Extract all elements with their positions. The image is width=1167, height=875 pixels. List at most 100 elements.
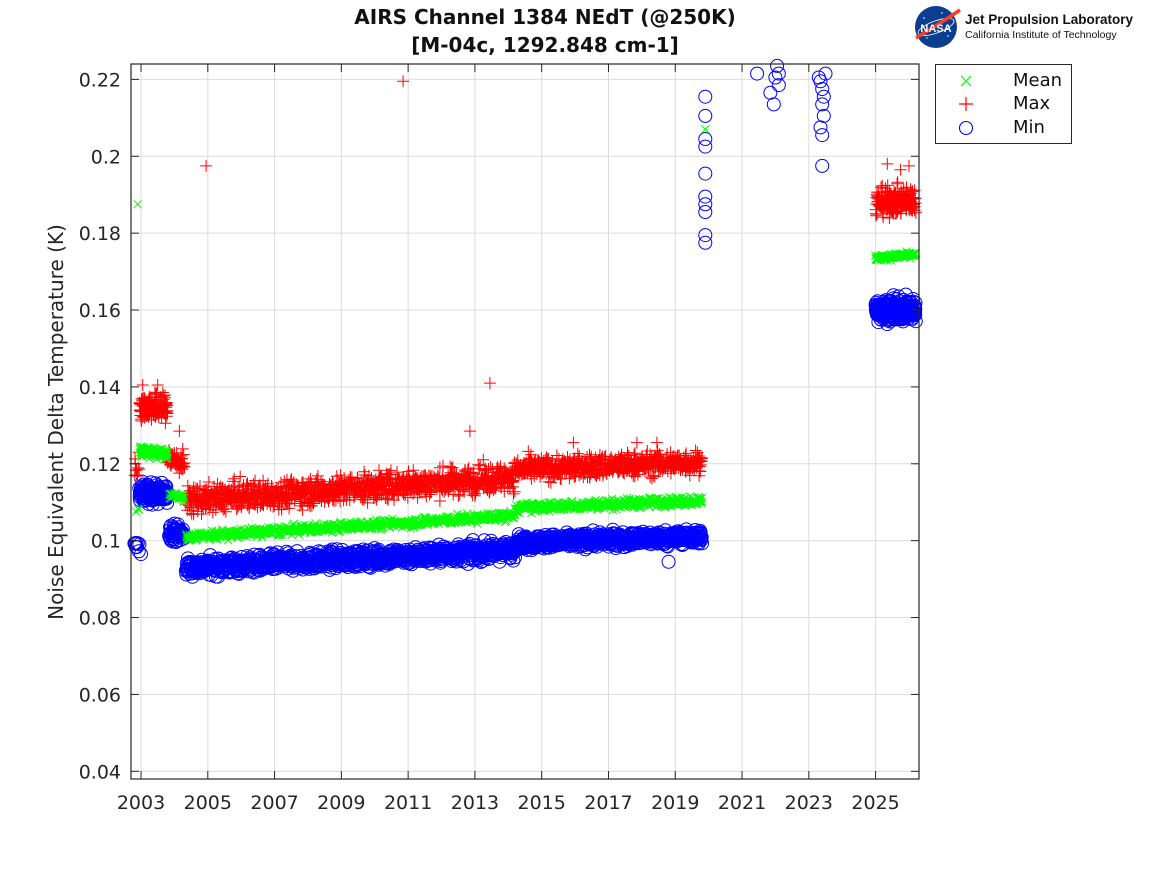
point-min bbox=[815, 158, 830, 173]
point-min bbox=[818, 66, 833, 81]
chart-title-line-1: AIRS Channel 1384 NEdT (@250K) bbox=[354, 5, 736, 29]
point-max bbox=[399, 489, 412, 502]
series-max bbox=[128, 75, 922, 521]
chart-title: AIRS Channel 1384 NEdT (@250K) [M-04c, 1… bbox=[245, 3, 845, 59]
point-max bbox=[219, 505, 232, 518]
point-min bbox=[698, 132, 713, 146]
point-max bbox=[177, 448, 190, 461]
point-min bbox=[698, 235, 713, 250]
point-max bbox=[407, 464, 420, 477]
point-min bbox=[816, 108, 831, 123]
point-max bbox=[217, 503, 230, 516]
plot-area bbox=[131, 64, 919, 779]
point-max bbox=[159, 417, 172, 430]
point-max bbox=[241, 477, 254, 490]
point-max bbox=[464, 466, 477, 479]
point-min bbox=[698, 139, 713, 154]
point-max bbox=[555, 473, 568, 485]
point-min bbox=[908, 295, 923, 310]
point-max bbox=[411, 491, 424, 504]
point-max bbox=[402, 465, 415, 478]
point-min bbox=[175, 522, 190, 537]
point-min bbox=[698, 197, 713, 212]
point-min bbox=[750, 66, 765, 81]
point-max bbox=[468, 489, 481, 502]
point-max bbox=[269, 484, 282, 497]
point-max bbox=[296, 504, 309, 517]
point-min bbox=[813, 120, 828, 135]
point-max bbox=[561, 451, 574, 464]
point-max bbox=[130, 464, 143, 477]
point-min bbox=[158, 480, 173, 494]
point-max bbox=[507, 475, 520, 488]
point-min bbox=[698, 166, 713, 181]
point-max bbox=[275, 503, 288, 516]
series-min bbox=[127, 58, 923, 584]
point-max bbox=[550, 449, 563, 462]
point-max bbox=[540, 451, 553, 464]
point-min bbox=[908, 301, 923, 316]
point-min bbox=[693, 525, 708, 540]
grid-lines bbox=[131, 64, 919, 779]
point-max bbox=[446, 461, 459, 474]
point-max bbox=[433, 461, 446, 474]
point-min bbox=[694, 530, 709, 545]
point-max bbox=[176, 442, 189, 455]
jpl-name: Jet Propulsion Laboratory bbox=[965, 12, 1134, 27]
point-max bbox=[343, 473, 356, 486]
point-max bbox=[522, 445, 535, 458]
point-min bbox=[908, 307, 923, 322]
caltech-name: California Institute of Technology bbox=[965, 29, 1117, 41]
point-max bbox=[257, 474, 270, 487]
point-min bbox=[661, 554, 676, 569]
point-max bbox=[391, 466, 403, 479]
point-min bbox=[768, 70, 783, 85]
point-max bbox=[423, 488, 436, 501]
point-min bbox=[815, 82, 830, 96]
point-min bbox=[770, 58, 785, 73]
point-min bbox=[698, 205, 713, 219]
point-max bbox=[443, 482, 456, 495]
point-max bbox=[159, 391, 172, 404]
nasa-meatball-icon: NASA bbox=[915, 6, 961, 48]
point-max bbox=[385, 464, 397, 477]
point-min bbox=[695, 536, 710, 551]
point-min bbox=[908, 314, 923, 329]
point-max bbox=[285, 473, 298, 486]
point-min bbox=[813, 74, 828, 89]
point-max bbox=[507, 487, 520, 500]
point-min bbox=[506, 553, 521, 568]
point-min bbox=[131, 544, 146, 559]
point-max bbox=[477, 453, 490, 466]
point-max bbox=[149, 388, 162, 401]
point-max bbox=[373, 464, 385, 477]
point-min bbox=[766, 97, 781, 112]
point-max bbox=[361, 496, 374, 509]
point-max bbox=[283, 502, 296, 515]
point-min bbox=[816, 89, 831, 104]
point-min bbox=[159, 491, 174, 506]
point-min bbox=[132, 537, 147, 552]
point-min bbox=[771, 66, 786, 81]
data-points bbox=[127, 58, 923, 584]
point-max bbox=[525, 472, 538, 485]
chart-title-line-2: [M-04c, 1292.848 cm-1] bbox=[411, 33, 679, 57]
point-min bbox=[698, 89, 713, 104]
point-max bbox=[508, 485, 521, 498]
point-max bbox=[178, 460, 191, 473]
point-min bbox=[908, 305, 923, 319]
point-max bbox=[161, 407, 174, 420]
point-max bbox=[202, 476, 215, 488]
point-min bbox=[771, 78, 786, 93]
point-max bbox=[133, 463, 146, 476]
point-min bbox=[698, 189, 713, 204]
jpl-logo: NASA Jet Propulsion Laboratory Californi… bbox=[912, 4, 1162, 50]
point-max bbox=[234, 470, 247, 483]
point-max bbox=[433, 495, 446, 507]
point-min bbox=[698, 228, 713, 243]
point-max bbox=[228, 472, 241, 485]
point-min bbox=[134, 547, 148, 562]
nasa-badge-text: NASA bbox=[920, 23, 951, 35]
point-max bbox=[466, 489, 479, 502]
